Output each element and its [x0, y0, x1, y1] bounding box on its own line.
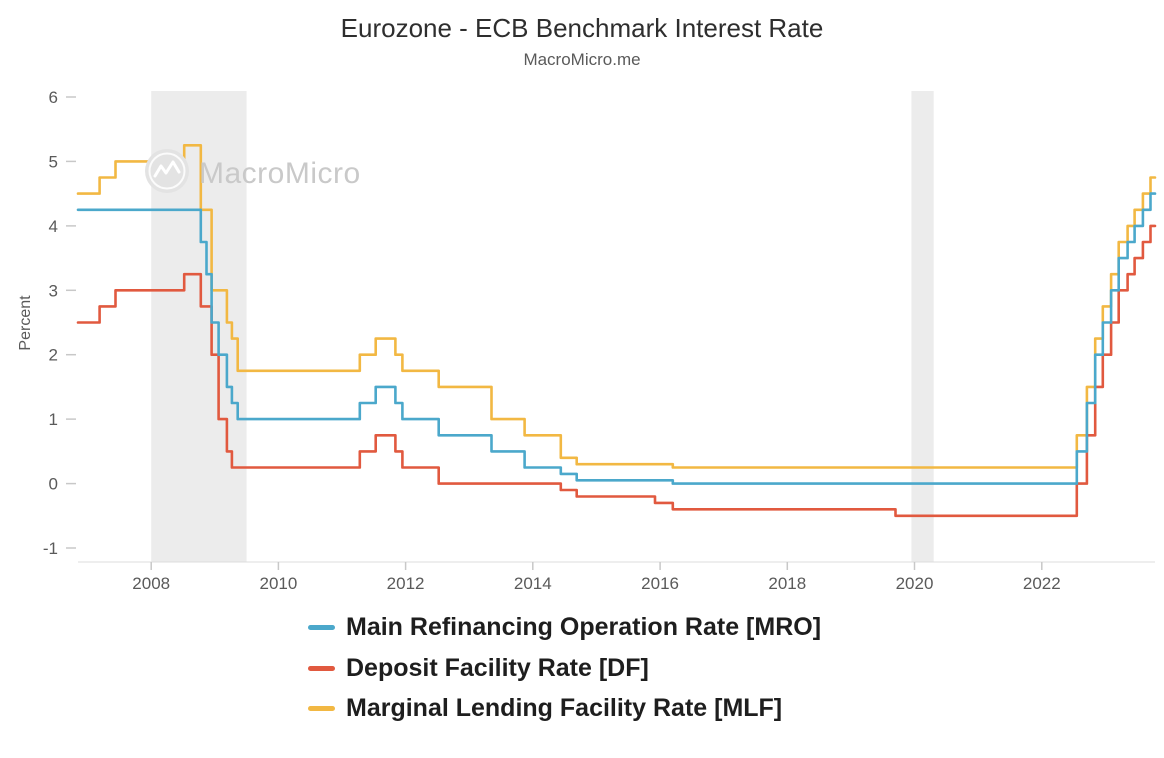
legend-item-df[interactable]: Deposit Facility Rate [DF] [308, 653, 821, 683]
legend-label-df: Deposit Facility Rate [DF] [346, 653, 649, 682]
chart-legend: Main Refinancing Operation Rate [MRO] De… [308, 613, 822, 723]
svg-text:1: 1 [49, 410, 58, 429]
svg-text:4: 4 [49, 217, 58, 236]
legend-item-mlf[interactable]: Marginal Lending Facility Rate [MLF] [308, 694, 821, 723]
chart-canvas: 6 5 4 3 2 1 0 -1 2008 2010 2012 2014 2016 2018 2020 202… [17, 88, 1157, 593]
svg-text:2010: 2010 [259, 574, 297, 593]
legend-label-mlf: Marginal Lending Facility Rate [MLF] [346, 694, 783, 722]
svg-text:2022: 2022 [1023, 574, 1061, 593]
legend-item-mro[interactable]: Main Refinancing Operation Rate [MRO] [308, 613, 822, 642]
svg-text:2012: 2012 [387, 574, 425, 593]
svg-text:3: 3 [49, 281, 58, 300]
chart-subtitle: MacroMicro.me [523, 50, 641, 69]
legend-label-mro: Main Refinancing Operation Rate [MRO] [346, 613, 822, 641]
svg-text:2008: 2008 [132, 574, 170, 593]
mro-line-marker-icon [308, 625, 335, 631]
svg-text:2018: 2018 [768, 574, 806, 593]
df-line-marker-icon [308, 665, 335, 671]
svg-text:0: 0 [49, 475, 58, 494]
svg-text:2014: 2014 [514, 574, 552, 593]
svg-text:2: 2 [49, 346, 58, 365]
svg-text:-1: -1 [43, 539, 58, 558]
svg-text:2016: 2016 [641, 574, 679, 593]
svg-text:6: 6 [49, 88, 58, 107]
svg-text:5: 5 [49, 152, 58, 171]
svg-text:2020: 2020 [896, 574, 934, 593]
mlf-line-marker-icon [308, 706, 335, 712]
svg-text:Percent: Percent [17, 295, 34, 351]
chart-title: Eurozone - ECB Benchmark Interest Rate [340, 13, 824, 43]
